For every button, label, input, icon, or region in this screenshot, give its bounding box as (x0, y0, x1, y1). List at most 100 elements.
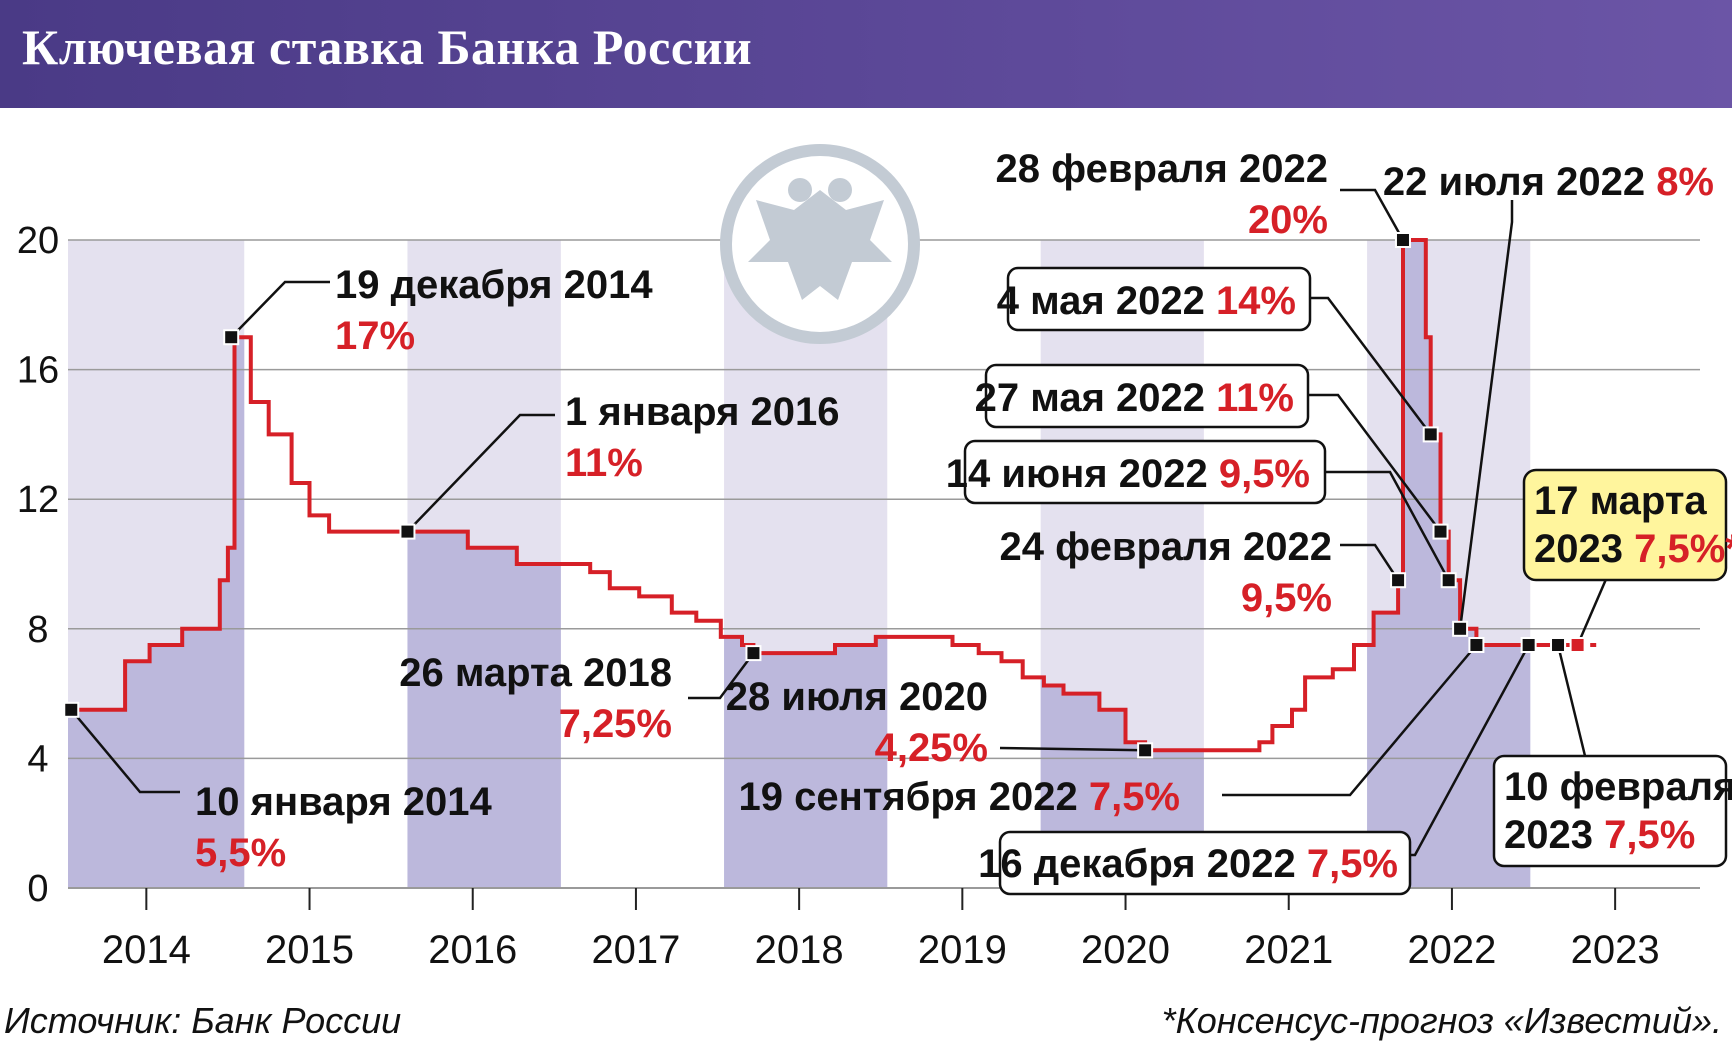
annotation-date: 10 января 2014 (195, 780, 493, 824)
annotation-box (963, 439, 1327, 505)
eagle-head-right (828, 178, 852, 202)
annotation-date2: 2023 7,5% (1504, 813, 1695, 857)
annotation-value-text: 7,5% (1089, 775, 1180, 819)
x-tick-label: 2019 (918, 928, 1007, 972)
annotation-box (998, 830, 1412, 896)
eagle-shape (748, 190, 892, 300)
annotation-year-text: 2023 (1504, 813, 1604, 857)
y-tick-label: 8 (27, 609, 48, 651)
annotation-leader (70, 708, 180, 794)
annotation-value-text: 7,5% (1307, 842, 1398, 886)
annotation-leader (1576, 569, 1612, 646)
annotation-value-text: 8% (1656, 160, 1714, 204)
x-tick-label: 2020 (1081, 928, 1170, 972)
annotation-year-text: 2023 (1534, 527, 1634, 571)
x-tick-label: 2015 (265, 928, 354, 972)
annotation-leader (1308, 296, 1432, 436)
y-tick-label: 16 (17, 350, 59, 392)
emblem-icon (720, 144, 920, 344)
x-tick-label: 2023 (1571, 928, 1660, 972)
footer-note: *Консенсус-прогноз «Известий». (1161, 1000, 1722, 1041)
annotation-value-text: 11% (1216, 376, 1294, 420)
annotation-value: 11% (565, 441, 643, 485)
y-tick-label: 4 (27, 738, 48, 780)
annotation-value: 7,25% (559, 702, 672, 746)
data-marker (1468, 637, 1485, 653)
annotation-leader (1340, 543, 1400, 581)
data-marker (1432, 523, 1449, 540)
annotation-date: 24 февраля 2022 (1000, 525, 1332, 569)
annotation-date: 10 февраля (1504, 765, 1732, 809)
rate-line (68, 238, 1567, 753)
annotation-value-text: 7,5%* (1634, 527, 1732, 571)
annotation-leader (1325, 470, 1450, 581)
data-marker (1452, 620, 1469, 637)
annotation-date: 28 февраля 2022 (996, 147, 1328, 191)
data-marker (1390, 572, 1407, 589)
annotation-box (984, 363, 1310, 429)
annotation-date2: 2023 7,5%* (1534, 527, 1732, 571)
annotation-value-text: 9,5% (1219, 452, 1310, 496)
data-marker (1394, 232, 1411, 248)
annotation-value-text: 14% (1216, 279, 1296, 323)
annotation-date-text: 14 июня 2022 (946, 452, 1219, 496)
x-tick-label: 2021 (1244, 928, 1333, 972)
annotation-leader (1222, 644, 1478, 797)
y-tick-label: 20 (17, 220, 59, 262)
annotation-leader (688, 652, 755, 700)
annotation-value: 20% (1248, 198, 1328, 242)
forecast-marker (1569, 637, 1586, 653)
annotation-leader (999, 746, 1146, 752)
annotation-leader (1340, 188, 1405, 241)
x-tick-label: 2022 (1407, 928, 1496, 972)
footer-source: Источник: Банк России (4, 1000, 402, 1041)
x-tick-label: 2018 (755, 928, 844, 972)
annotation-date: 17 марта (1534, 479, 1707, 523)
data-marker (1137, 742, 1154, 759)
annotation-date-text: 19 сентября 2022 (738, 775, 1088, 819)
y-tick-label: 12 (17, 479, 59, 521)
annotation-leader (406, 413, 555, 533)
eagle-head-left (788, 178, 812, 202)
annotation-date: 14 июня 2022 9,5% (946, 452, 1310, 496)
annotation-date-text: 27 мая 2022 (975, 376, 1216, 420)
annotation-date: 4 мая 2022 14% (997, 279, 1296, 323)
annotation-leader (1458, 200, 1514, 629)
annotation-date-text: 16 декабря 2022 (978, 842, 1307, 886)
annotation-value: 9,5% (1241, 576, 1332, 620)
data-marker (1520, 637, 1537, 653)
x-tick-label: 2016 (428, 928, 517, 972)
annotation-value: 4,25% (875, 726, 988, 770)
annotation-leader (1308, 393, 1442, 533)
data-marker (1550, 637, 1567, 653)
data-marker (399, 523, 416, 540)
annotation-date: 22 июля 2022 8% (1383, 160, 1714, 204)
annotation-date: 16 декабря 2022 7,5% (978, 842, 1398, 886)
data-marker (63, 701, 80, 718)
annotation-date: 27 мая 2022 11% (975, 376, 1294, 420)
data-marker (745, 645, 762, 662)
annotation-date-text: 22 июля 2022 (1383, 160, 1656, 204)
y-tick-label: 0 (27, 868, 48, 910)
data-marker (1440, 572, 1457, 589)
header-bar: Ключевая ставка Банка России (0, 0, 1732, 108)
annotation-date-text: 4 мая 2022 (997, 279, 1216, 323)
forecast-callout-box (1522, 468, 1728, 582)
annotation-box (1492, 754, 1728, 868)
x-tick-label: 2014 (102, 928, 191, 972)
annotation-date: 19 декабря 2014 (335, 263, 653, 307)
annotation-value: 17% (335, 314, 415, 358)
annotation-leader (230, 280, 330, 339)
annotation-date: 19 сентября 2022 7,5% (738, 775, 1180, 819)
annotation-date: 26 марта 2018 (399, 651, 672, 695)
page-title: Ключевая ставка Банка России (22, 19, 753, 75)
x-tick-label: 2017 (591, 928, 680, 972)
annotation-date: 1 января 2016 (565, 390, 840, 434)
annotation-box (1006, 266, 1312, 332)
data-marker (1422, 426, 1439, 443)
annotation-date: 28 июля 2020 (726, 675, 988, 719)
annotation-value-text: 7,5% (1604, 813, 1695, 857)
data-marker (223, 329, 240, 346)
